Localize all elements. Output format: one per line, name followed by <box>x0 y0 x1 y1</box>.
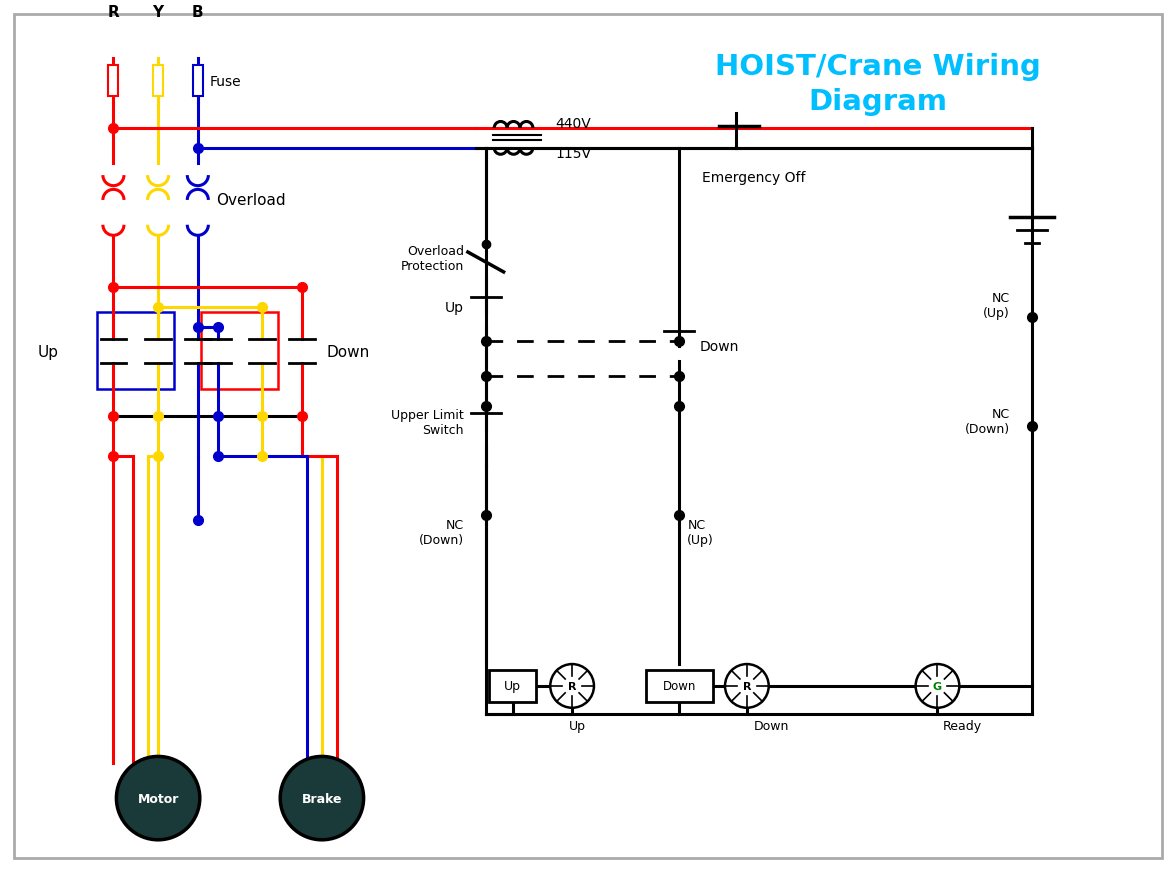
Bar <box>489 670 536 702</box>
Bar <box>108 66 119 97</box>
Text: Up: Up <box>505 680 521 693</box>
Circle shape <box>116 757 200 839</box>
Circle shape <box>916 664 960 708</box>
Text: NC
(Down): NC (Down) <box>419 519 463 547</box>
Text: R: R <box>568 681 576 691</box>
Text: HOIST/Crane Wiring
Diagram: HOIST/Crane Wiring Diagram <box>715 53 1041 116</box>
Text: Down: Down <box>327 344 370 360</box>
Bar <box>646 670 713 702</box>
Text: Up: Up <box>568 719 586 732</box>
Bar <box>96 312 174 389</box>
Text: Upper Limit
Switch: Upper Limit Switch <box>392 408 463 436</box>
Text: R: R <box>742 681 751 691</box>
Circle shape <box>726 664 769 708</box>
Text: Brake: Brake <box>302 792 342 805</box>
Text: Overload
Protection: Overload Protection <box>401 245 463 273</box>
Text: Fuse: Fuse <box>209 75 241 89</box>
Text: NC
(Up): NC (Up) <box>687 519 714 547</box>
Text: 440V: 440V <box>555 116 592 131</box>
Text: 115V: 115V <box>555 147 592 161</box>
Bar <box>153 66 163 97</box>
Text: Up: Up <box>38 344 59 360</box>
Text: Motor: Motor <box>138 792 179 805</box>
Bar <box>201 312 279 389</box>
Bar <box>193 66 202 97</box>
Text: Y: Y <box>153 4 163 20</box>
Text: G: G <box>933 681 942 691</box>
Text: Emergency Off: Emergency Off <box>702 170 806 184</box>
Text: NC
(Down): NC (Down) <box>964 408 1010 435</box>
Text: Overload: Overload <box>215 193 286 209</box>
Text: Down: Down <box>662 680 696 693</box>
Text: Down: Down <box>754 719 789 732</box>
Circle shape <box>550 664 594 708</box>
Text: NC
(Up): NC (Up) <box>983 291 1010 319</box>
Text: R: R <box>107 4 119 20</box>
Circle shape <box>280 757 363 839</box>
Text: B: B <box>192 4 203 20</box>
Text: Ready: Ready <box>943 719 982 732</box>
Text: Up: Up <box>445 301 463 315</box>
Text: Down: Down <box>700 340 739 354</box>
